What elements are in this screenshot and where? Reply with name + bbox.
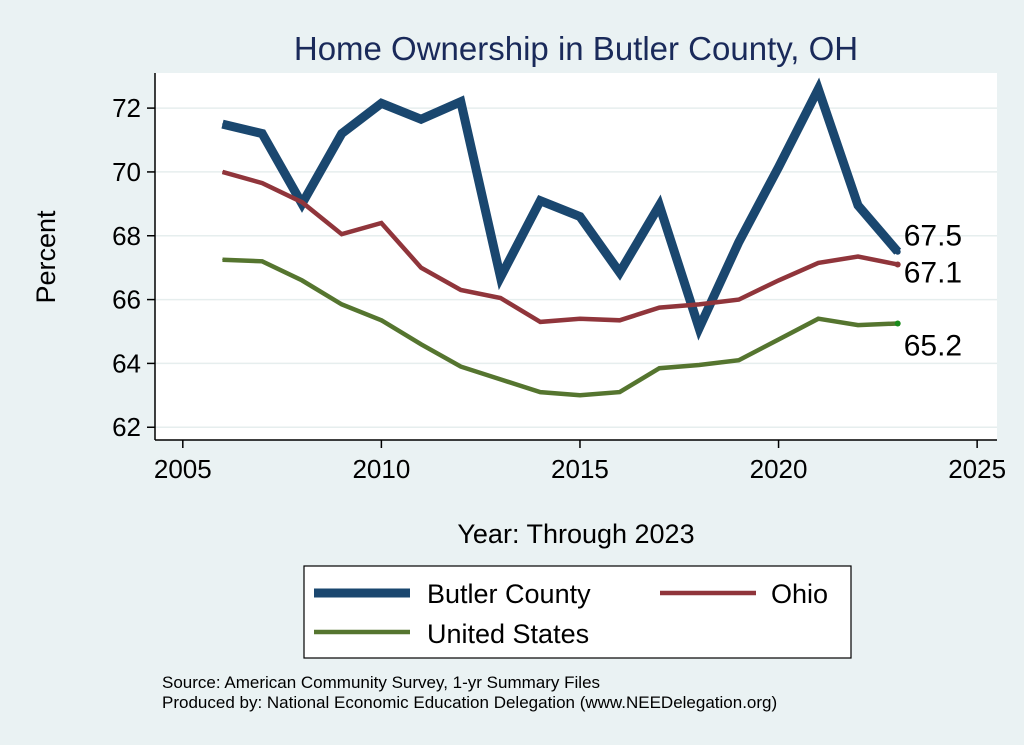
- data-point-ohio: [222, 171, 224, 173]
- data-point-united-states: [500, 378, 502, 380]
- x-tick-label: 2015: [551, 454, 609, 484]
- data-point-united-states: [579, 394, 581, 396]
- data-point-butler-county: [857, 204, 859, 206]
- data-point-united-states: [460, 366, 462, 368]
- legend-label-united-states: United States: [427, 619, 589, 649]
- data-point-butler-county: [738, 241, 740, 243]
- end-label-butler-county: 67.5: [904, 220, 962, 253]
- end-marker-ohio: [894, 261, 901, 268]
- series-line-united-states: [222, 257, 898, 398]
- data-point-ohio: [460, 289, 462, 291]
- data-point-butler-county: [380, 102, 382, 104]
- data-point-ohio: [658, 307, 660, 309]
- data-point-united-states: [420, 343, 422, 345]
- y-tick-label: 70: [112, 157, 141, 187]
- data-point-ohio: [380, 222, 382, 224]
- x-tick-label: 2005: [154, 454, 212, 484]
- data-point-butler-county: [460, 101, 462, 103]
- legend: Butler County Ohio United States: [303, 565, 852, 659]
- data-point-united-states: [380, 319, 382, 321]
- end-marker-united-states: [894, 320, 901, 327]
- data-point-ohio: [420, 267, 422, 269]
- x-tick-label: 2010: [352, 454, 410, 484]
- plot-area: [155, 73, 997, 440]
- data-point-united-states: [619, 391, 621, 393]
- data-point-butler-county: [698, 327, 700, 329]
- y-tick-label: 62: [112, 412, 141, 442]
- data-point-butler-county: [579, 216, 581, 218]
- data-point-united-states: [539, 391, 541, 393]
- y-tick-label: 72: [112, 93, 141, 123]
- data-point-ohio: [817, 262, 819, 264]
- data-point-united-states: [341, 303, 343, 305]
- data-point-ohio: [857, 256, 859, 257]
- legend-label-butler-county: Butler County: [427, 579, 591, 609]
- data-point-butler-county: [778, 166, 780, 168]
- data-point-ohio: [619, 319, 621, 321]
- data-point-ohio: [500, 297, 502, 299]
- data-point-ohio: [341, 233, 343, 235]
- data-point-united-states: [301, 279, 303, 281]
- end-label-united-states: 65.2: [904, 330, 962, 363]
- data-point-united-states: [222, 259, 224, 261]
- data-point-ohio: [261, 182, 263, 184]
- data-point-butler-county: [222, 123, 224, 125]
- data-point-ohio: [738, 299, 740, 301]
- end-labels: 67.567.1 65.2: [904, 220, 962, 363]
- end-marker-butler-county: [894, 248, 901, 255]
- series-line-ohio: [221, 169, 899, 325]
- x-axis-label: Year: Through 2023: [457, 519, 694, 549]
- legend-box: [303, 565, 852, 659]
- legend-label-ohio: Ohio: [771, 579, 828, 609]
- y-tick-label: 68: [112, 221, 141, 251]
- data-point-butler-county: [539, 200, 541, 202]
- x-tick-label: 2020: [750, 454, 808, 484]
- producer-note: Produced by: National Economic Education…: [162, 693, 777, 712]
- data-point-butler-county: [261, 133, 263, 135]
- data-point-ohio: [539, 321, 541, 323]
- data-point-ohio: [698, 303, 700, 305]
- x-tick-label: 2025: [948, 454, 1006, 484]
- chart-title: Home Ownership in Butler County, OH: [294, 30, 858, 67]
- x-axis: 2005 2010 2015 2020 2025: [154, 439, 1006, 484]
- data-point-butler-county: [500, 276, 502, 278]
- y-tick-label: 66: [112, 285, 141, 315]
- data-point-united-states: [261, 260, 263, 262]
- data-point-butler-county: [817, 88, 819, 90]
- data-point-butler-county: [341, 133, 343, 135]
- y-tick-label: 64: [112, 348, 141, 378]
- data-point-united-states: [658, 367, 660, 369]
- data-point-ohio: [778, 279, 780, 281]
- source-note: Source: American Community Survey, 1-yr …: [162, 673, 600, 692]
- data-point-butler-county: [658, 204, 660, 206]
- series-lines: [221, 77, 902, 398]
- data-point-butler-county: [619, 271, 621, 273]
- series-line-butler-county: [221, 77, 902, 341]
- data-point-united-states: [778, 338, 780, 340]
- data-point-ohio: [579, 318, 581, 320]
- data-point-united-states: [738, 359, 740, 361]
- data-point-united-states: [698, 364, 700, 366]
- grid-lines: [155, 107, 997, 428]
- data-point-united-states: [817, 318, 819, 320]
- y-axis: 62 64 66 68 70 72: [112, 73, 156, 442]
- y-axis-label: Percent: [31, 210, 61, 304]
- end-label-ohio: 67.1: [904, 256, 962, 289]
- data-point-butler-county: [420, 118, 422, 120]
- data-point-united-states: [857, 324, 859, 326]
- data-point-ohio: [301, 201, 303, 203]
